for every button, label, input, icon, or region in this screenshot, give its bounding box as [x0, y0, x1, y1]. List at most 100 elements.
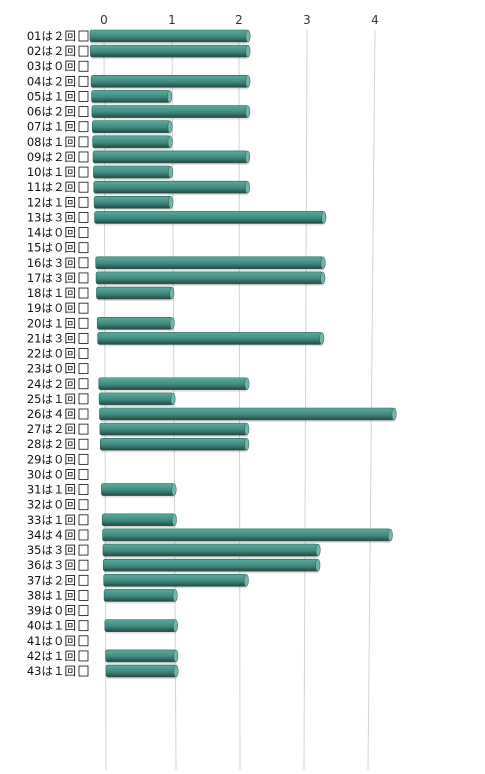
bar	[90, 75, 251, 90]
bar-body	[93, 165, 171, 179]
bar-end-cap	[244, 422, 250, 436]
bar-end-cap	[315, 543, 321, 557]
category-label-box	[78, 590, 89, 601]
bar	[93, 196, 174, 211]
bar-body	[104, 619, 176, 632]
bar-end-cap	[320, 271, 326, 285]
category-label-box	[78, 469, 89, 480]
category-label-box	[78, 181, 89, 193]
bar-end-cap	[167, 120, 173, 133]
bar-end-cap	[172, 589, 178, 602]
bar-body	[95, 256, 324, 270]
category-label-box	[78, 166, 89, 178]
bar	[101, 483, 177, 498]
category-label-box	[78, 212, 89, 223]
category-label: 17は３回	[27, 271, 76, 285]
bar-end-cap	[167, 90, 173, 103]
bar-body	[93, 180, 248, 194]
bar-end-cap	[387, 528, 393, 542]
bar-body	[90, 75, 249, 88]
bar-body	[91, 105, 249, 118]
bar-body	[94, 211, 325, 224]
category-label-box	[78, 514, 89, 526]
category-label-box	[78, 650, 89, 662]
category-label-box	[78, 544, 89, 556]
category-label: 12は１回	[27, 195, 76, 209]
bar-end-cap	[319, 332, 325, 345]
category-label: 22は０回	[27, 347, 76, 361]
bar-end-cap	[321, 211, 327, 224]
bar	[90, 44, 251, 60]
category-label-box	[78, 257, 89, 269]
category-label: 05は１回	[27, 89, 76, 103]
x-tick-label: 0	[100, 13, 108, 27]
category-label: 34は４回	[27, 528, 76, 542]
category-label: 25は１回	[27, 392, 76, 406]
bar	[105, 649, 179, 664]
category-label-box	[78, 559, 89, 571]
category-label-box	[78, 363, 89, 375]
category-label: 02は２回	[27, 44, 76, 58]
bar-end-cap	[170, 392, 176, 406]
bar-body	[99, 437, 248, 451]
bar	[91, 105, 251, 120]
category-label: 38は１回	[27, 588, 76, 602]
category-label-box	[78, 317, 89, 329]
x-axis-ticks: 0 1 2 3 4	[100, 13, 379, 27]
bar	[93, 165, 173, 181]
category-label: 09は２回	[27, 150, 76, 164]
category-label-box	[78, 302, 89, 314]
category-label-box	[78, 30, 89, 42]
bar-body	[102, 528, 391, 542]
bar-end-cap	[245, 29, 251, 43]
bar	[101, 513, 177, 528]
category-label-box	[78, 499, 89, 511]
category-label-box	[78, 393, 89, 405]
bar-end-cap	[171, 513, 177, 527]
bar-end-cap	[245, 75, 251, 88]
category-label: 26は４回	[27, 407, 76, 421]
category-label: 31は１回	[27, 483, 76, 497]
grid-line	[367, 29, 376, 771]
bar-body	[103, 558, 319, 572]
category-label: 15は０回	[27, 241, 76, 255]
category-label-box	[78, 272, 89, 284]
category-label-box	[78, 438, 89, 450]
grid-line	[238, 29, 241, 771]
bar	[105, 664, 179, 680]
category-label: 42は１回	[27, 649, 76, 663]
category-label: 18は１回	[27, 286, 76, 300]
x-tick-label: 2	[235, 13, 243, 27]
bar-end-cap	[167, 135, 173, 149]
category-label: 10は１回	[27, 165, 76, 179]
bar	[92, 150, 251, 165]
bar-body	[101, 513, 175, 527]
bar-end-cap	[173, 649, 179, 663]
x-tick-label: 4	[371, 13, 379, 27]
bar-body	[105, 649, 177, 663]
bar	[92, 135, 173, 150]
bar-body	[99, 407, 395, 421]
bar-end-cap	[244, 377, 250, 391]
category-label-box	[78, 332, 89, 344]
category-label: 30は０回	[27, 467, 76, 481]
bar-end-cap	[168, 165, 173, 179]
category-label-box	[78, 423, 89, 435]
x-tick-label: 1	[168, 13, 176, 27]
bar-end-cap	[391, 407, 397, 421]
bar-end-cap	[245, 150, 251, 164]
bar-body	[96, 286, 173, 300]
category-label-box	[78, 665, 89, 677]
category-label: 37は２回	[27, 573, 76, 587]
bar-body	[93, 196, 172, 209]
category-label-box	[78, 620, 89, 632]
category-label-box	[78, 378, 89, 390]
bar-body	[101, 483, 175, 496]
bar-body	[95, 271, 324, 285]
bar-end-cap	[244, 437, 250, 451]
category-label: 03は０回	[27, 59, 76, 73]
category-label: 16は３回	[27, 256, 76, 270]
category-label: 08は１回	[27, 135, 76, 149]
